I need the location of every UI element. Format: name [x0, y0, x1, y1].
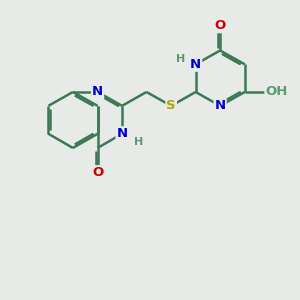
Text: N: N: [116, 127, 128, 140]
Text: O: O: [92, 166, 103, 179]
Text: OH: OH: [266, 85, 288, 98]
Text: S: S: [167, 99, 176, 112]
Text: H: H: [134, 137, 143, 147]
Text: N: N: [190, 58, 201, 71]
Text: N: N: [214, 99, 226, 112]
Text: N: N: [92, 85, 103, 98]
Text: O: O: [214, 19, 226, 32]
Text: H: H: [176, 54, 185, 64]
